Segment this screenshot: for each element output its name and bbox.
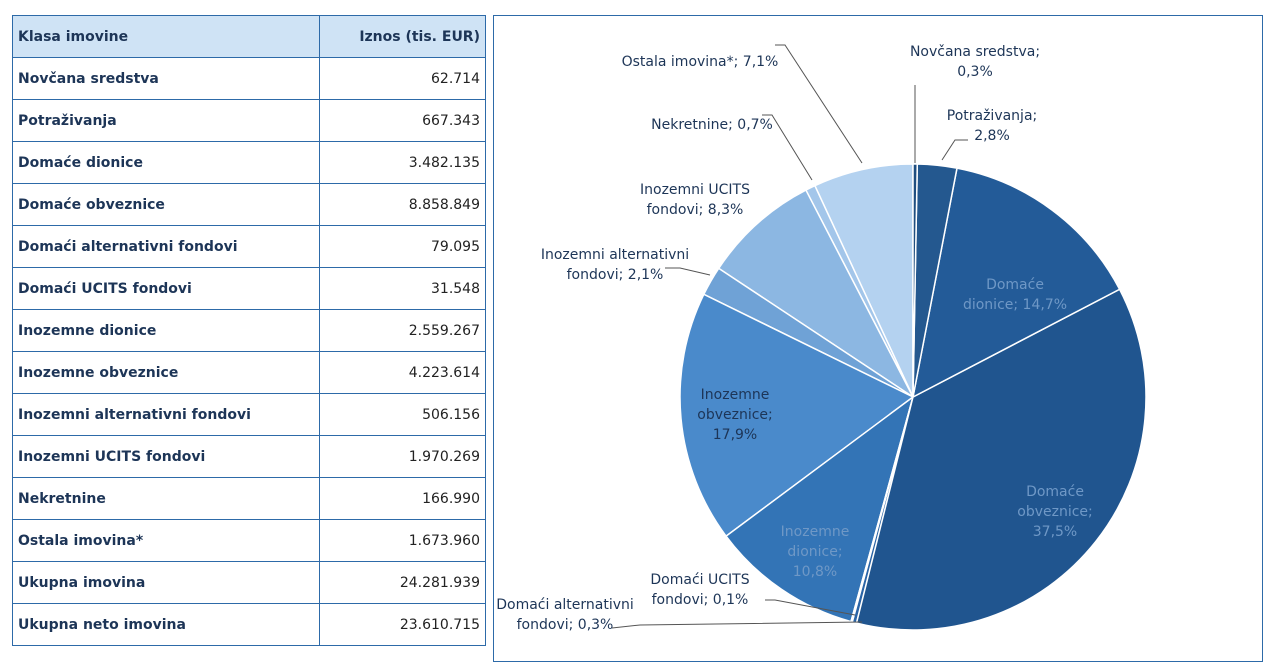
pie-slice bbox=[679, 293, 915, 538]
amount: 3.482.135 bbox=[319, 141, 486, 184]
table-row: Domaći alternativni fondovi 79.095 bbox=[11, 225, 486, 268]
table-row: Domaće obveznice 8.858.849 bbox=[11, 183, 486, 226]
asset-class: Inozemne dionice bbox=[11, 309, 321, 352]
leader-lines bbox=[611, 44, 968, 629]
amount: 79.095 bbox=[319, 225, 486, 268]
asset-class: Domaći UCITS fondovi bbox=[11, 267, 321, 310]
amount: 506.156 bbox=[319, 393, 486, 436]
slice-label: Inozemni UCITS fondovi; 8,3% bbox=[640, 182, 750, 218]
table-row: Ukupna imovina 24.281.939 bbox=[11, 561, 486, 604]
slice-label: Nekretnine; 0,7% bbox=[651, 117, 773, 133]
slice-label: Inozemne obveznice; 17,9% bbox=[697, 387, 773, 443]
pie-slice bbox=[911, 167, 1121, 399]
amount: 23.610.715 bbox=[319, 603, 486, 646]
slice-label: Domaći UCITS fondovi; 0,1% bbox=[650, 572, 750, 608]
amount: 667.343 bbox=[319, 99, 486, 142]
table-row: Inozemne obveznice 4.223.614 bbox=[11, 351, 486, 394]
leader-line bbox=[775, 44, 863, 164]
amount: 2.559.267 bbox=[319, 309, 486, 352]
amount: 24.281.939 bbox=[319, 561, 486, 604]
table-row: Ukupna neto imovina 23.610.715 bbox=[11, 603, 486, 646]
leader-line bbox=[665, 267, 711, 276]
leader-line bbox=[765, 599, 856, 616]
asset-class: Domaće obveznice bbox=[11, 183, 321, 226]
table-row: Novčana sredstva 62.714 bbox=[11, 57, 486, 100]
leader-line bbox=[611, 621, 863, 629]
slice-label: Domaće obveznice; 37,5% bbox=[1017, 484, 1093, 540]
amount: 8.858.849 bbox=[319, 183, 486, 226]
slice-label: Novčana sredstva; 0,3% bbox=[909, 44, 1041, 80]
table-row: Ostala imovina* 1.673.960 bbox=[11, 519, 486, 562]
amount: 31.548 bbox=[319, 267, 486, 310]
leader-line bbox=[762, 114, 813, 181]
chart-frame bbox=[493, 15, 1263, 662]
slice-label: Inozemni alternativni fondovi; 2,1% bbox=[540, 247, 690, 283]
header-cell: Klasa imovine bbox=[11, 15, 321, 58]
asset-class: Ukupna imovina bbox=[11, 561, 321, 604]
table-row: Inozemni alternativni fondovi 506.156 bbox=[11, 393, 486, 436]
slice-label: Inozemne dionice; 10,8% bbox=[780, 524, 850, 580]
asset-table: Klasa imovine Iznos (tis. EUR) Novčana sre… bbox=[11, 15, 486, 646]
table-row: Domaći UCITS fondovi 31.548 bbox=[11, 267, 486, 310]
amount: 166.990 bbox=[319, 477, 486, 520]
asset-class: Potraživanja bbox=[11, 99, 321, 142]
leader-line bbox=[941, 139, 968, 161]
table-row: Potraživanja 667.343 bbox=[11, 99, 486, 142]
slice-label: Ostala imovina*; 7,1% bbox=[621, 54, 779, 70]
table-row: Inozemni UCITS fondovi 1.970.269 bbox=[11, 435, 486, 478]
asset-class: Inozemni alternativni fondovi bbox=[11, 393, 321, 436]
table-row: Domaće dionice 3.482.135 bbox=[11, 141, 486, 184]
pie-slice bbox=[717, 189, 915, 400]
table-row: Nekretnine 166.990 bbox=[11, 477, 486, 520]
pie-slice bbox=[855, 288, 1147, 631]
amount: 62.714 bbox=[319, 57, 486, 100]
asset-class: Nekretnine bbox=[11, 477, 321, 520]
slice-label: Domaće dionice; 14,7% bbox=[962, 277, 1068, 313]
header-cell: Iznos (tis. EUR) bbox=[319, 15, 486, 58]
pie-slice bbox=[912, 163, 919, 398]
asset-class: Domaće dionice bbox=[11, 141, 321, 184]
asset-class: Domaći alternativni fondovi bbox=[11, 225, 321, 268]
slice-label: Potraživanja; 2,8% bbox=[946, 108, 1038, 144]
table-row: Inozemne dionice 2.559.267 bbox=[11, 309, 486, 352]
asset-class: Novčana sredstva bbox=[11, 57, 321, 100]
asset-class: Ukupna neto imovina bbox=[11, 603, 321, 646]
amount: 1.673.960 bbox=[319, 519, 486, 562]
slice-label: Domaći alternativni fondovi; 0,3% bbox=[496, 597, 634, 633]
asset-class: Ostala imovina* bbox=[11, 519, 321, 562]
header-row: Klasa imovine Iznos (tis. EUR) bbox=[11, 15, 486, 58]
